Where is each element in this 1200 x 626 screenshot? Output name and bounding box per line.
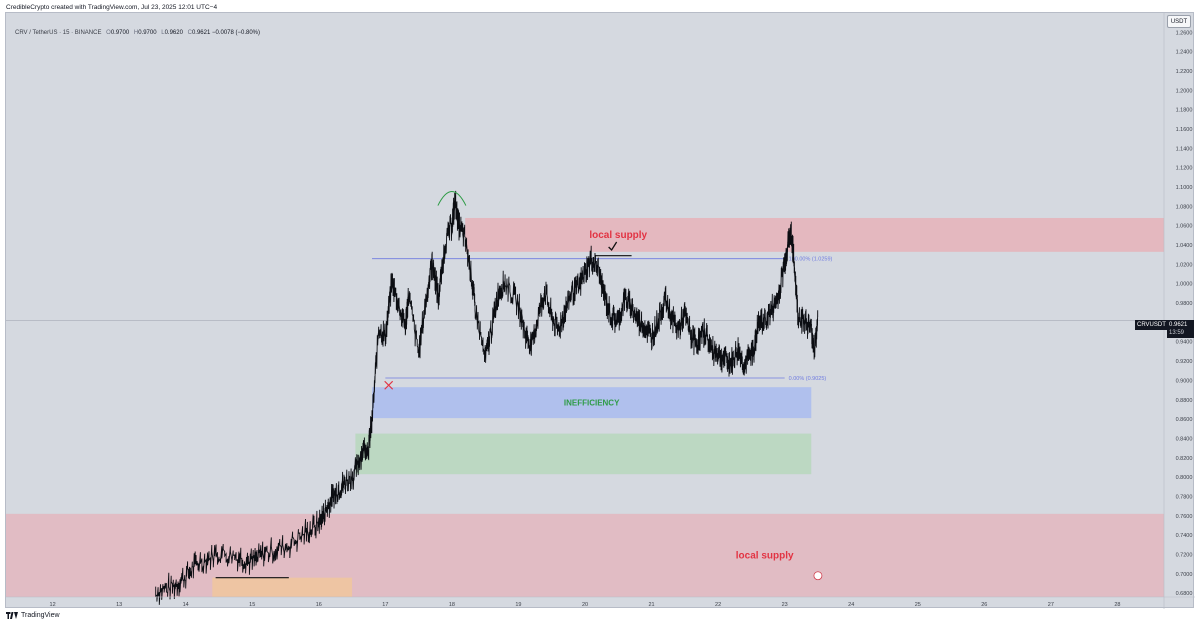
open-value: 0.9700: [110, 30, 130, 36]
high-arc: [437, 191, 467, 206]
y-tick-label: 0.7800: [1176, 494, 1193, 500]
x-tick-label: 14: [183, 602, 189, 608]
x-tick-label: 18: [449, 602, 455, 608]
symbol-price-tag: CRVUSDT: [1135, 320, 1168, 330]
tradingview-brand: TradingView: [21, 612, 60, 619]
x-tick-label: 23: [782, 602, 788, 608]
x-tick-label: 26: [981, 602, 987, 608]
demand-zone-orange: [212, 577, 353, 597]
chart-frame[interactable]: local supply local supply INEFFICIENCY 100.…: [5, 12, 1195, 609]
symbol-info: CRV / TetherUS · 15 · BINANCE O0.9700 H0…: [15, 30, 260, 36]
fib-label-100: 100.00% (1.0259): [789, 257, 833, 263]
supply-label-upper: local supply: [589, 230, 647, 241]
y-tick-label: 1.0200: [1176, 262, 1193, 268]
x-tick-label: 27: [1048, 602, 1054, 608]
supply-zone-lower: [6, 513, 1164, 597]
x-tick-label: 28: [1114, 602, 1120, 608]
x-tick-label: 24: [848, 602, 854, 608]
close-value: 0.9621: [191, 30, 211, 36]
close-label: C: [187, 30, 192, 36]
y-tick-label: 1.2600: [1176, 30, 1193, 36]
y-tick-label: 1.0800: [1176, 204, 1193, 210]
y-tick-label: 0.8000: [1176, 475, 1193, 481]
y-tick-label: 1.1800: [1176, 108, 1193, 114]
x-tick-label: 20: [582, 602, 588, 608]
fib-label-0: 0.00% (0.9025): [789, 376, 827, 382]
supply-zone-upper: [465, 217, 1164, 252]
check-mark: [608, 241, 618, 252]
y-tick-label: 0.9000: [1176, 378, 1193, 384]
price-chart[interactable]: local supply local supply INEFFICIENCY 100.…: [6, 13, 1195, 609]
change-value: −0.0078 (−0.80%): [211, 30, 261, 36]
y-tick-label: 0.7400: [1176, 533, 1193, 539]
y-tick-label: 1.1200: [1176, 166, 1193, 172]
y-tick-label: 0.7600: [1176, 514, 1193, 520]
y-tick-label: 1.0400: [1176, 243, 1193, 249]
y-tick-label: 0.8200: [1176, 456, 1193, 462]
y-tick-label: 0.8400: [1176, 436, 1193, 442]
x-tick-label: 16: [316, 602, 322, 608]
price-series: [155, 190, 819, 605]
symbol-pair[interactable]: CRV / TetherUS · 15 · BINANCE: [15, 30, 102, 36]
y-tick-label: 0.6800: [1176, 591, 1193, 597]
y-tick-label: 1.1400: [1176, 146, 1193, 152]
bar-countdown: 13:59: [1169, 330, 1185, 336]
tradingview-footer: TradingView: [6, 612, 60, 619]
demand-zone-green: [355, 433, 812, 475]
x-tick-label: 21: [648, 602, 654, 608]
y-tick-label: 0.8600: [1176, 417, 1193, 423]
low-value: 0.9620: [164, 30, 183, 36]
y-tick-label: 1.2400: [1176, 50, 1193, 56]
y-tick-label: 1.0600: [1176, 224, 1193, 230]
x-tick-label: 13: [116, 602, 122, 608]
invalidation-cross: [384, 380, 394, 390]
x-tick-label: 12: [50, 602, 56, 608]
chart-caption: CredibleCrypto created with TradingView.…: [6, 4, 218, 11]
x-tick-label: 25: [915, 602, 921, 608]
y-tick-label: 1.2000: [1176, 88, 1193, 94]
x-tick-label: 22: [715, 602, 721, 608]
last-price-value: 0.9621: [1169, 322, 1188, 328]
x-tick-label: 17: [382, 602, 388, 608]
y-tick-label: 0.9200: [1176, 359, 1193, 365]
y-tick-label: 0.7200: [1176, 552, 1193, 558]
y-tick-label: 1.2200: [1176, 69, 1193, 75]
inefficiency-zone: [372, 387, 812, 419]
inefficiency-label: INEFFICIENCY: [564, 399, 620, 408]
high-label: H: [133, 30, 139, 36]
x-tick-label: 19: [515, 602, 521, 608]
y-tick-label: 0.9800: [1176, 301, 1193, 307]
y-tick-label: 1.1000: [1176, 185, 1193, 191]
last-price-tag: 0.9621 13:59: [1167, 320, 1194, 338]
tradingview-logo-icon: [6, 612, 18, 619]
y-tick-label: 1.1600: [1176, 127, 1193, 133]
high-value: 0.9700: [138, 30, 157, 36]
y-tick-label: 0.7000: [1176, 572, 1193, 578]
y-tick-label: 0.9400: [1176, 340, 1193, 346]
supply-label-lower: local supply: [736, 550, 794, 561]
x-tick-label: 15: [249, 602, 255, 608]
y-tick-label: 1.0000: [1176, 282, 1193, 288]
open-label: O: [106, 30, 111, 36]
drawing-tool-icon: [813, 571, 823, 581]
currency-button[interactable]: USDT: [1167, 15, 1191, 28]
low-label: L: [161, 30, 165, 36]
y-tick-label: 0.8800: [1176, 398, 1193, 404]
